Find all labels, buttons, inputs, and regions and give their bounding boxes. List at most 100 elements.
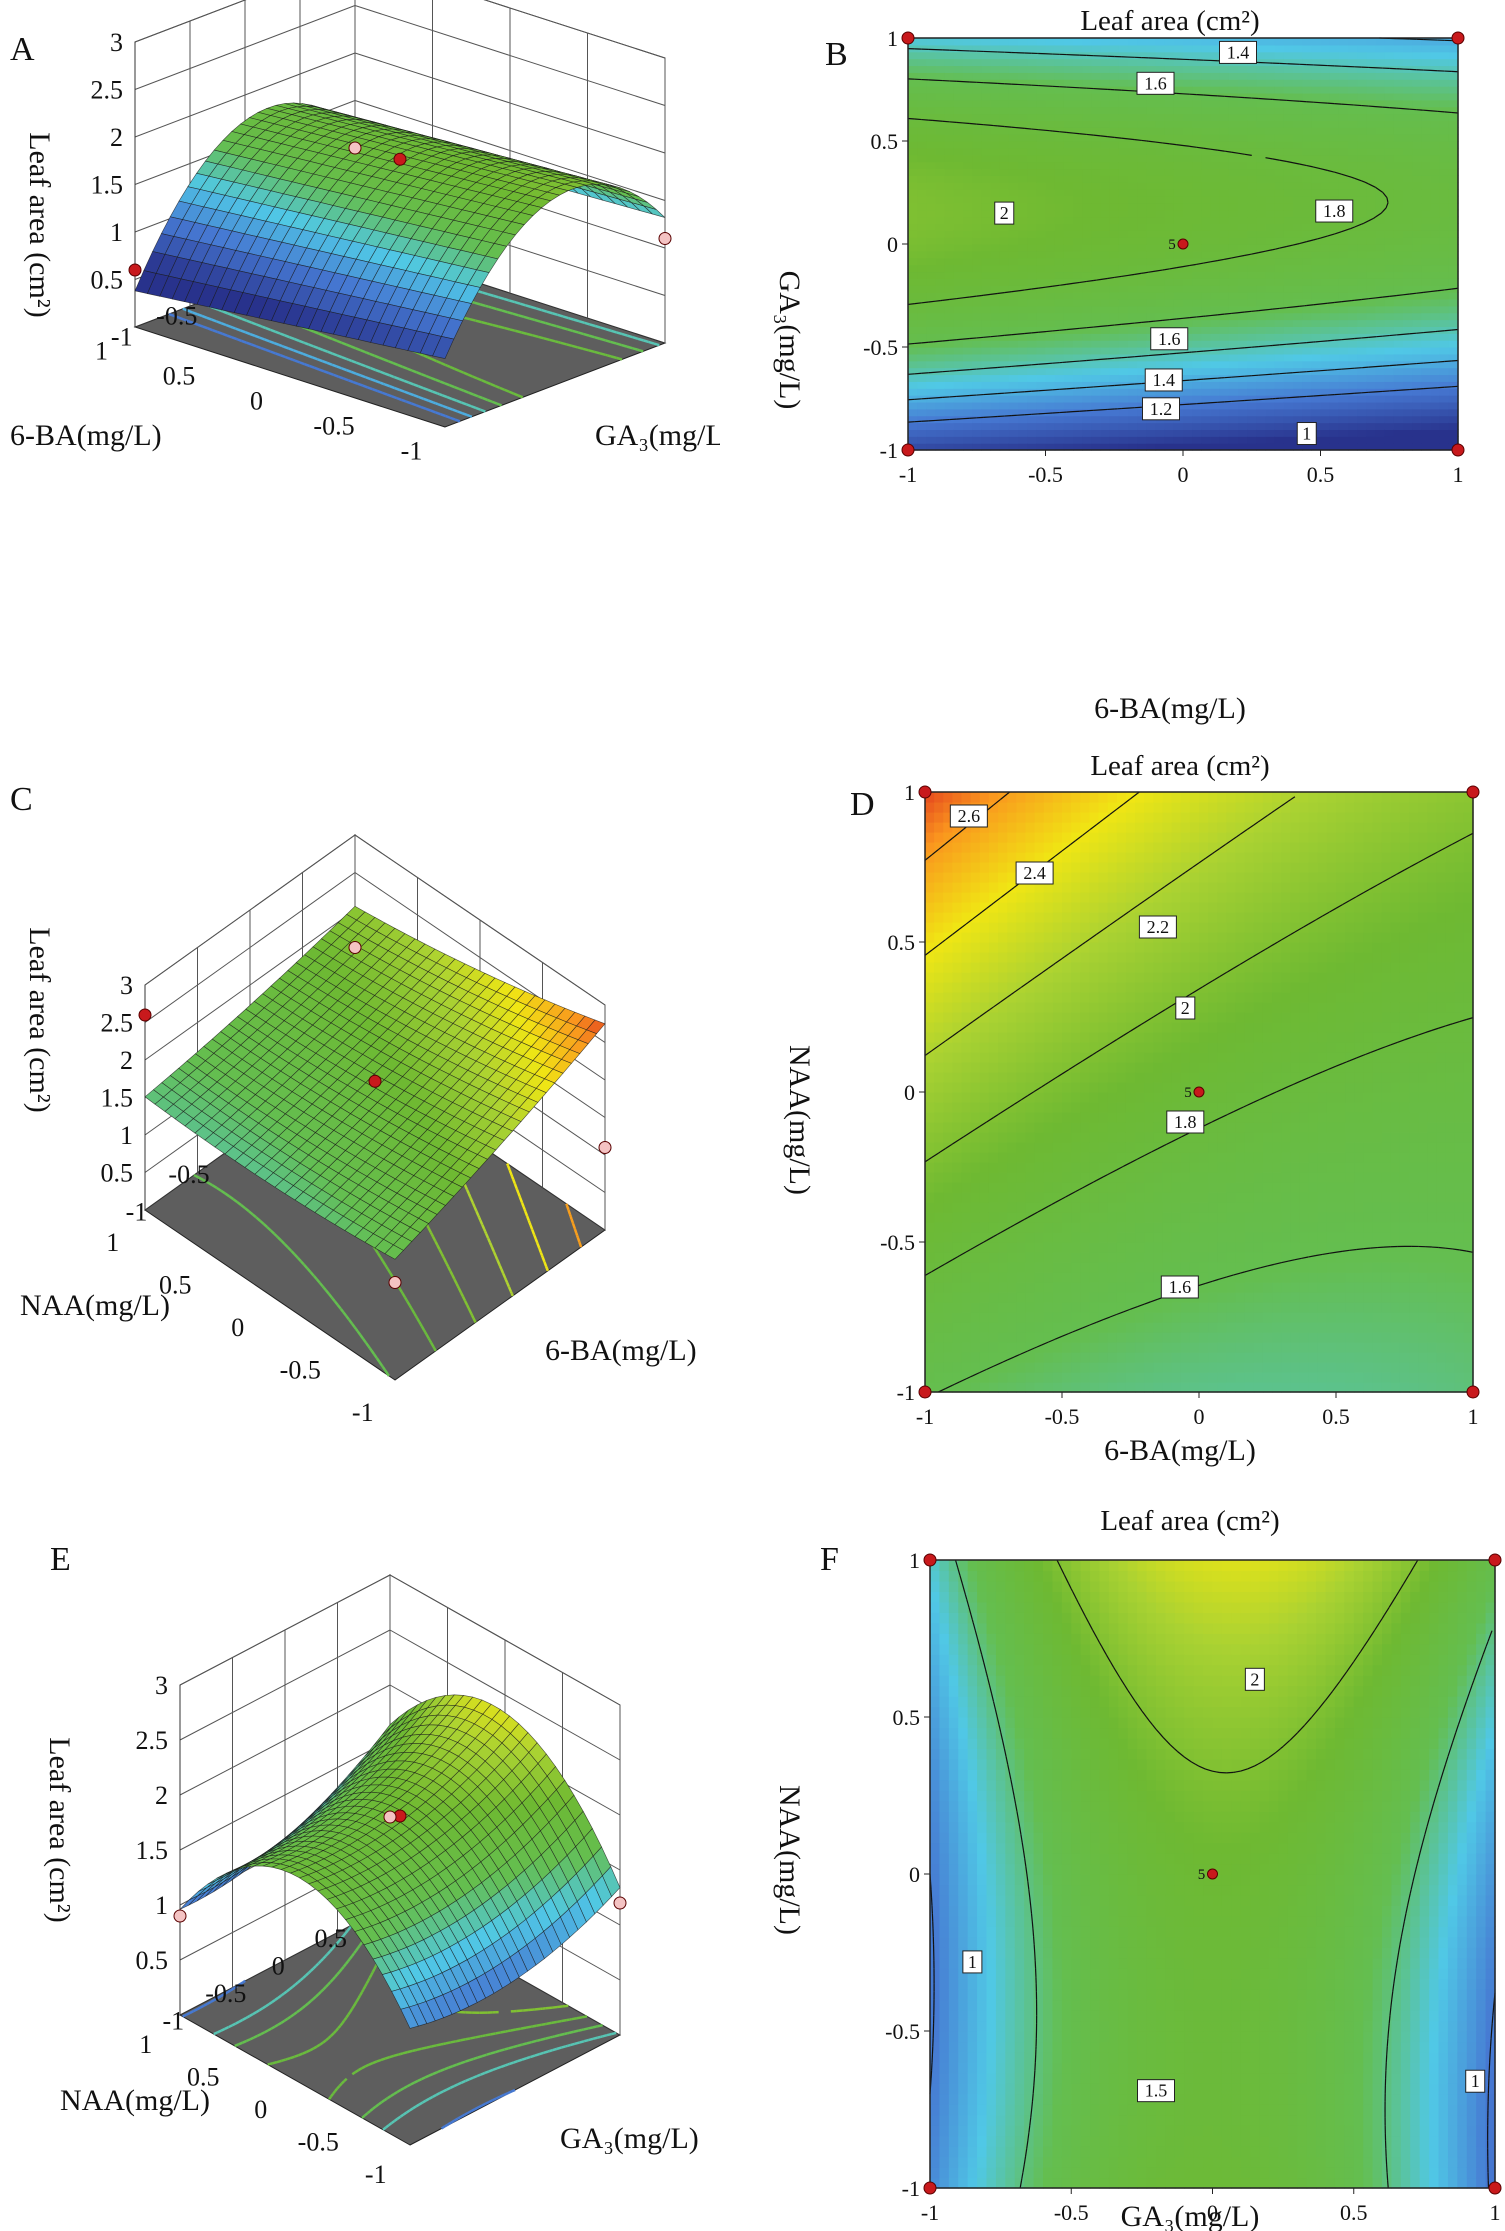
heatmap-cell: [917, 422, 927, 430]
heatmap-cell: [1027, 92, 1037, 101]
heatmap-cell: [1063, 381, 1074, 389]
heatmap-cell: [1183, 86, 1193, 94]
heatmap-cell: [935, 347, 946, 355]
heatmap-cell: [1393, 237, 1404, 245]
heatmap-cell: [1210, 216, 1221, 224]
heatmap-cell: [1008, 367, 1019, 376]
heatmap-cell: [944, 182, 955, 190]
heatmap-cell: [1430, 154, 1441, 163]
heatmap-cell: [1320, 292, 1331, 300]
heatmap-cell: [1439, 257, 1450, 266]
heatmap-cell: [1265, 271, 1276, 279]
heatmap-cell: [1045, 367, 1056, 376]
floor-contour: [308, 364, 315, 369]
contour-line: [1382, 365, 1390, 367]
heatmap-cell: [1348, 127, 1358, 135]
heatmap-cell: [1274, 250, 1285, 259]
heatmap-cell: [1201, 65, 1212, 73]
floor-contour: [466, 413, 473, 418]
heatmap-cell: [1302, 175, 1312, 183]
heatmap-cell: [917, 113, 927, 121]
heatmap-cell: [1357, 134, 1367, 142]
heatmap-cell: [1366, 38, 1377, 46]
floor-contour: [451, 397, 458, 402]
heatmap-cell: [1439, 319, 1450, 327]
heatmap-cell: [953, 99, 964, 108]
heatmap-cell: [1448, 250, 1459, 259]
heatmap-cell: [1008, 312, 1019, 321]
heatmap-cell: [1210, 51, 1221, 60]
heatmap-cell: [963, 408, 973, 417]
floor-contour: [241, 339, 247, 344]
heatmap-cell: [1357, 312, 1367, 321]
floor-contour: [254, 334, 261, 339]
heatmap-cell: [1247, 347, 1257, 355]
heatmap-cell: [1256, 347, 1267, 355]
heatmap-cell: [972, 401, 982, 410]
heatmap-cell: [1137, 216, 1147, 224]
heatmap-cell: [1201, 395, 1212, 403]
heatmap-cell: [1338, 189, 1349, 197]
heatmap-cell: [1357, 99, 1367, 108]
heatmap-cell: [1137, 189, 1147, 197]
heatmap-cell: [1082, 374, 1092, 382]
floor-contour: [197, 323, 204, 328]
heatmap-cell: [1384, 264, 1395, 273]
heatmap-cell: [1045, 326, 1056, 334]
heatmap-cell: [1109, 92, 1120, 101]
heatmap-cell: [1302, 86, 1312, 94]
floor-contour: [237, 338, 243, 343]
heatmap-cell: [1393, 278, 1404, 286]
heatmap-cell: [981, 250, 992, 259]
heatmap-cell: [1054, 422, 1065, 430]
heatmap-cell: [1357, 195, 1367, 204]
heatmap-cell: [1027, 395, 1037, 403]
heatmap-cell: [1100, 401, 1111, 410]
heatmap-cell: [1366, 230, 1377, 238]
heatmap-cell: [1054, 333, 1065, 341]
floor-contour: [626, 345, 633, 350]
heatmap-cell: [1247, 340, 1257, 348]
heatmap-cell: [1329, 264, 1340, 273]
heatmap-cell: [953, 436, 964, 444]
heatmap-cell: [1045, 168, 1056, 176]
floor-contour: [307, 354, 314, 359]
heatmap-cell: [908, 326, 918, 334]
heatmap-cell: [1128, 285, 1138, 293]
floor-contour: [520, 331, 528, 336]
floor-contour: [402, 365, 408, 370]
heatmap-cell: [1082, 141, 1092, 149]
heatmap-cell: [1063, 120, 1074, 128]
heatmap-cell: [1183, 395, 1193, 403]
heatmap-cell: [1008, 353, 1019, 362]
heatmap-cell: [1063, 326, 1074, 334]
heatmap-cell: [1008, 415, 1019, 424]
heatmap-cell: [1063, 237, 1074, 245]
heatmap-cell: [1054, 209, 1065, 218]
heatmap-cell: [1329, 388, 1340, 396]
heatmap-cell: [1054, 381, 1065, 389]
floor-contour: [350, 370, 357, 375]
heatmap-cell: [1155, 92, 1166, 101]
heatmap-cell: [1265, 44, 1276, 53]
heatmap-cell: [1118, 374, 1129, 382]
floor-contour: [244, 331, 251, 336]
heatmap-cell: [981, 230, 992, 238]
heatmap-cell: [1027, 429, 1037, 437]
heatmap-cell: [1045, 264, 1056, 273]
heatmap-cell: [1293, 44, 1303, 53]
heatmap-cell: [1283, 250, 1294, 259]
heatmap-cell: [1247, 326, 1257, 334]
floor-contour: [383, 382, 386, 386]
heatmap-cell: [1109, 429, 1120, 437]
heatmap-cell: [1054, 429, 1065, 437]
heatmap-cell: [1311, 360, 1322, 369]
floor-contour: [418, 395, 424, 400]
heatmap-cell: [1256, 360, 1267, 369]
heatmap-cell: [1183, 278, 1193, 286]
heatmap-cell: [1430, 161, 1441, 170]
heatmap-cell: [1100, 106, 1111, 115]
heatmap-cell: [953, 44, 964, 53]
heatmap-cell: [1173, 443, 1184, 451]
heatmap-cell: [1256, 333, 1267, 341]
